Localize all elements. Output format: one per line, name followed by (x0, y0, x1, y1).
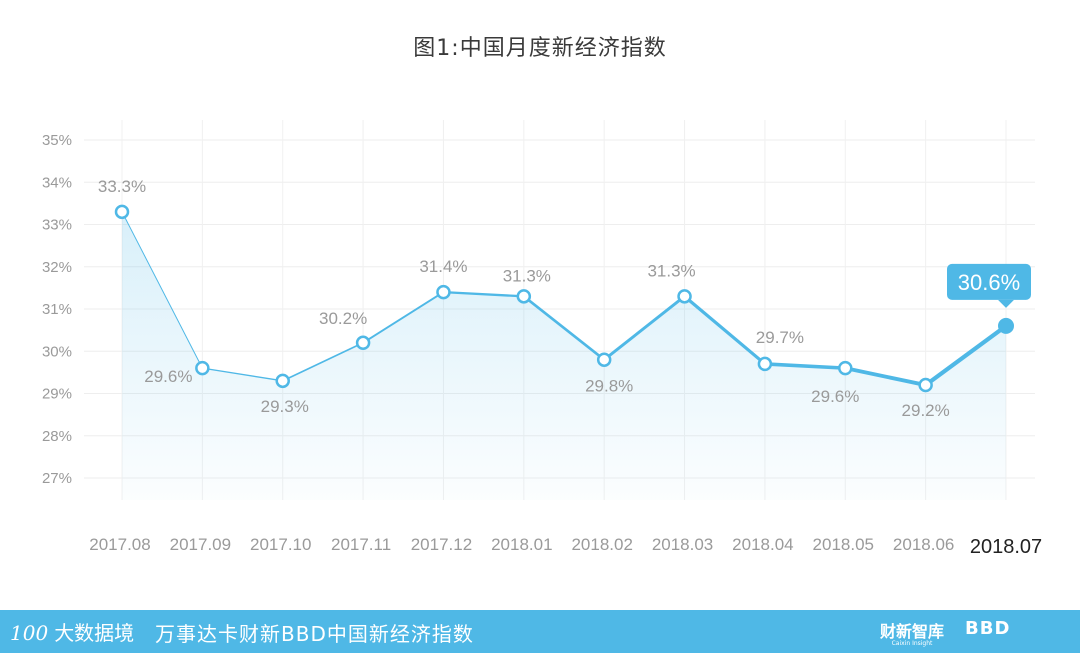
y-tick-label: 27% (42, 470, 72, 487)
x-tick-label: 2017.09 (170, 535, 231, 554)
data-label: 29.7% (756, 328, 804, 347)
y-tick-label: 29% (42, 386, 72, 403)
data-point (516, 289, 532, 304)
x-tick-label: 2017.12 (411, 535, 472, 554)
data-label: 30.2% (319, 309, 367, 328)
area-fill (122, 211, 1006, 500)
footer-subtitle: 万事达卡财新BBD中国新经济指数 (155, 622, 474, 646)
x-tick-label: 2018.04 (732, 535, 793, 554)
data-label: 29.8% (585, 377, 633, 396)
data-label: 29.6% (144, 367, 192, 386)
footer-bar: 100 大数据境 万事达卡财新BBD中国新经济指数 财新智库 Caixin Ins… (0, 610, 1080, 653)
series-line-segment (442, 290, 525, 298)
brand-100-logo: 100 (10, 621, 49, 645)
data-point (596, 352, 612, 367)
x-tick-label: 2018.01 (491, 535, 552, 554)
x-tick-label: 2018.03 (652, 535, 713, 554)
chart-title: 图1:中国月度新经济指数 (413, 36, 667, 61)
data-label-highlight: 30.6% (958, 270, 1020, 295)
data-point (918, 377, 933, 393)
caixin-logo-text: 财新智库 (880, 622, 945, 641)
x-tick-label: 2018.02 (571, 535, 632, 554)
data-point (355, 335, 371, 351)
data-point (677, 289, 692, 304)
data-label: 31.4% (419, 257, 467, 276)
data-point (838, 360, 853, 376)
data-label: 33.3% (98, 177, 146, 196)
data-label: 31.3% (647, 261, 695, 280)
callout-bubble (947, 263, 1031, 300)
x-tick-label: 2018.07 (970, 536, 1042, 558)
data-point (436, 284, 451, 300)
x-tick-label: 2018.05 (813, 535, 874, 554)
series-line-segment (763, 362, 848, 370)
caixin-insight-logo: 财新智库 Caixin Insight (880, 618, 944, 647)
x-tick-label: 2017.10 (250, 535, 311, 554)
y-tick-label: 34% (42, 174, 72, 191)
data-label: 29.6% (811, 387, 859, 406)
caixin-logo-subtext: Caixin Insight (891, 640, 933, 647)
data-label: 31.3% (503, 266, 551, 285)
bbd-logo: BBD (965, 618, 1011, 639)
data-label: 29.3% (261, 397, 309, 416)
y-tick-label: 33% (42, 217, 72, 234)
series-line-segment (843, 366, 928, 387)
y-tick-label: 32% (42, 259, 72, 276)
series-line-segment (602, 294, 687, 362)
series-line-segment (522, 295, 606, 362)
data-point-highlight (998, 317, 1014, 334)
y-tick-label: 30% (42, 343, 72, 360)
y-tick-label: 35% (42, 132, 72, 149)
data-point (275, 373, 290, 389)
data-point (757, 356, 773, 372)
callout-pointer (998, 299, 1014, 308)
series-line-segment (362, 291, 445, 344)
y-tick-label: 28% (42, 428, 72, 445)
data-point (114, 204, 130, 220)
line-chart: 33.3% 29.6% 29.3% 30.2% 31.4% 31.3% 29.8% 31.3%… (42, 120, 1042, 558)
data-point (195, 360, 210, 376)
data-label: 29.2% (902, 401, 950, 420)
series-line-segment (682, 294, 767, 366)
series-line-segment (121, 211, 203, 369)
series-line-segment (281, 341, 364, 382)
x-tick-label: 2017.11 (331, 535, 391, 554)
series-line-segment (923, 323, 1009, 388)
x-tick-label: 2017.08 (89, 535, 150, 554)
brand-text: 大数据境 (54, 621, 135, 645)
series-line-segment (201, 367, 284, 382)
y-tick-label: 31% (42, 301, 72, 318)
x-tick-label: 2018.06 (893, 535, 954, 554)
footer-left-brand: 100 大数据境 (10, 617, 134, 646)
